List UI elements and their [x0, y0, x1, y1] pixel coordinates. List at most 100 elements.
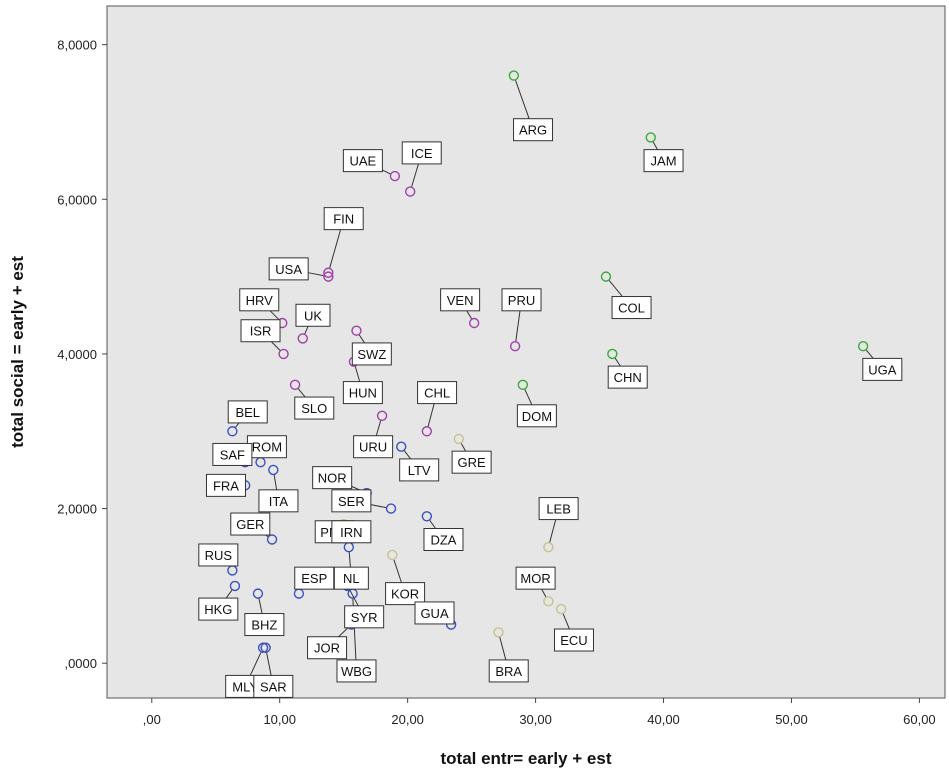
label-box-jam [643, 149, 684, 173]
label-text-hrv: HRV [246, 293, 274, 308]
leader-line-ecu [562, 613, 570, 630]
point-gre [453, 433, 465, 445]
leader-line-slo [297, 388, 306, 398]
point-col [600, 271, 612, 282]
point-bhz [252, 588, 264, 599]
label-box-ser [331, 489, 372, 513]
leader-line-uru [375, 420, 382, 436]
label-text-gre: GRE [458, 455, 487, 470]
label-text-ita: ITA [269, 494, 289, 509]
leader-line-kor [393, 559, 402, 583]
label-box-dom [516, 404, 557, 428]
leader-line-fin [329, 229, 342, 269]
label-box-pru [501, 288, 542, 312]
label-box-bel [227, 400, 268, 424]
label-box-mor [515, 566, 556, 590]
label-text-fin: FIN [333, 212, 354, 227]
label-box-gre [451, 450, 492, 474]
label-box-slo [294, 396, 335, 420]
label-text-pru: PRU [508, 293, 535, 308]
label-text-slo: SLO [301, 401, 327, 416]
label-text-ger: GER [236, 517, 264, 532]
x-tick-label: 10,00 [263, 712, 296, 727]
point-bel [227, 426, 238, 437]
label-text-syr: SYR [351, 610, 378, 625]
label-box-bra [488, 659, 529, 683]
point-bra [493, 627, 504, 638]
label-text-nl: NL [343, 571, 360, 586]
label-box-ecu [553, 628, 594, 652]
label-text-hkg: HKG [204, 602, 232, 617]
label-box-ven [440, 288, 481, 312]
leader-line-arg [515, 80, 530, 119]
label-text-ven: VEN [447, 293, 474, 308]
label-box-hkg [198, 597, 239, 621]
leader-line-swz [358, 334, 365, 344]
point-slo [289, 379, 301, 391]
label-text-dza: DZA [430, 532, 456, 547]
y-tick-label: 8,0000 [57, 38, 97, 53]
leader-line-ven [466, 310, 473, 319]
label-box-esp [294, 566, 335, 590]
x-tick-label: ,00 [143, 712, 161, 727]
label-text-uru: URU [359, 440, 387, 455]
label-box-wbg [336, 659, 377, 683]
leader-line-bel [235, 422, 240, 428]
point-ger [266, 534, 278, 545]
label-text-nor: NOR [318, 471, 347, 486]
label-box-ltv [399, 458, 440, 482]
point-dza [421, 511, 433, 522]
label-box-usa [268, 257, 309, 281]
point-uae [389, 170, 401, 182]
label-box-rus [198, 543, 239, 567]
point-pru [509, 341, 521, 352]
label-text-bhz: BHZ [251, 618, 277, 633]
point-chn [607, 348, 618, 360]
label-box-hrv [239, 288, 280, 312]
leader-line-hrv [269, 310, 280, 320]
leader-line-chn [614, 357, 621, 367]
point-uru [376, 410, 388, 421]
x-tick-label: 30,00 [519, 712, 552, 727]
label-text-bra: BRA [495, 664, 522, 679]
point-mor [543, 596, 554, 607]
label-box-gua [414, 601, 455, 625]
label-box-jor [307, 636, 348, 660]
point-jam [645, 132, 656, 143]
leader-line-ser [370, 504, 387, 509]
label-text-mor: MOR [520, 571, 550, 586]
label-box-irn [331, 520, 372, 544]
label-box-col [611, 296, 652, 320]
label-box-syr [344, 605, 385, 629]
y-tick-label: 4,0000 [57, 347, 97, 362]
label-text-hun: HUN [349, 386, 377, 401]
leader-line-sar [266, 652, 272, 676]
label-text-chl: CHL [424, 386, 450, 401]
leader-line-hkg [225, 589, 233, 599]
point-labels: ARG JAM UAE ICE COL FIN USA HRV UK ISR VEN PRU SWZ HU… [198, 118, 903, 698]
label-box-uru [353, 435, 394, 459]
label-text-uae: UAE [350, 154, 377, 169]
x-axis-title: total entr= early + est [440, 749, 611, 768]
label-box-fra [205, 473, 246, 497]
point-ltv [396, 441, 407, 452]
point-chl [421, 426, 433, 437]
label-text-chn: CHN [614, 370, 642, 385]
label-text-wbg: WBG [341, 664, 372, 679]
leader-line-jor [338, 627, 349, 638]
label-text-gua: GUA [420, 606, 449, 621]
leader-line-mor [541, 588, 547, 598]
label-box-uga [862, 357, 903, 381]
leader-line-pru [515, 310, 521, 342]
label-box-nor [312, 466, 353, 490]
label-box-chl [417, 381, 458, 405]
leader-line-dza [429, 520, 436, 529]
point-ser [385, 503, 397, 514]
y-tick-label: ,0000 [64, 656, 97, 671]
label-box-chn [607, 365, 648, 389]
label-text-sar: SAR [260, 679, 287, 694]
leader-line-chl [427, 403, 435, 427]
x-tick-label: 50,00 [775, 712, 808, 727]
label-text-ecu: ECU [560, 633, 587, 648]
label-box-leb [538, 497, 579, 521]
